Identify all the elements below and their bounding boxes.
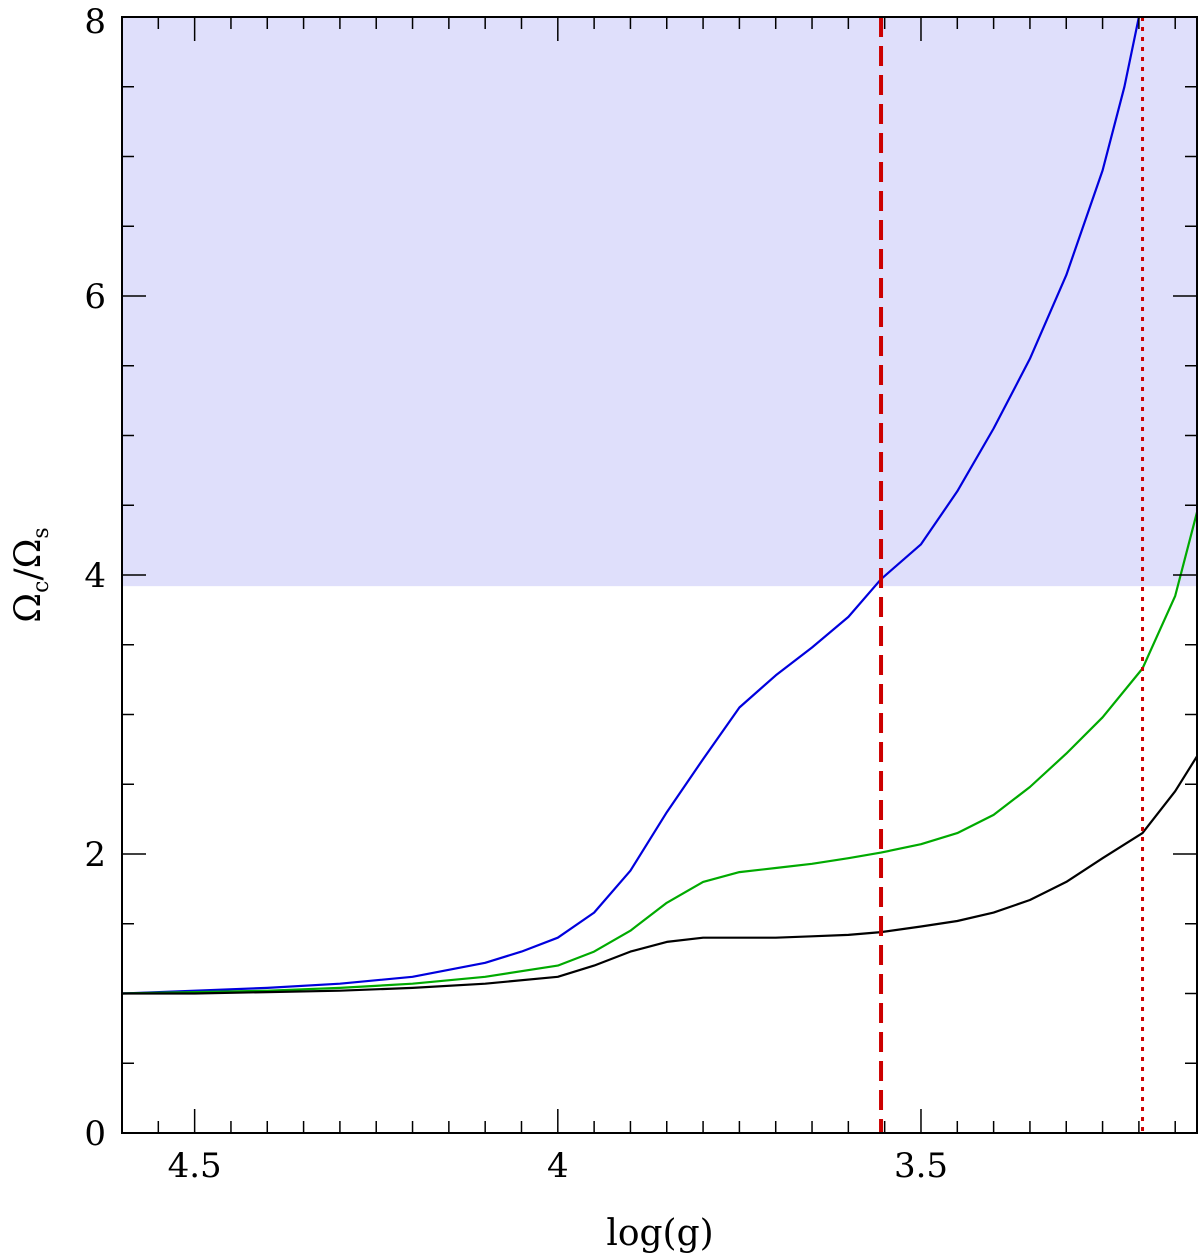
x-tick-label: 3.5 [894,1146,948,1186]
shaded-region [122,17,1197,587]
series-line-2 [121,511,1199,995]
y-tick-label: 0 [84,1114,106,1154]
y-tick-label: 4 [84,556,106,596]
x-tick-label: 4.5 [168,1146,222,1186]
x-tick-label: 4 [547,1146,569,1186]
x-axis-ticks: 4.5 4 3.5 [121,17,1176,1186]
y-axis-ticks: 0 2 4 6 8 [84,2,1197,1154]
svg-text:Ωc/Ωs: Ωc/Ωs [8,527,54,622]
y-tick-label: 2 [84,835,106,875]
y-tick-label: 6 [84,277,106,317]
y-axis-label: Ωc/Ωs [8,527,54,622]
x-axis-label: log(g) [606,1213,713,1254]
series-line-1 [121,16,1140,995]
series-line-3 [122,755,1198,995]
y-tick-label: 8 [84,2,106,42]
plot-area [121,16,1199,1134]
